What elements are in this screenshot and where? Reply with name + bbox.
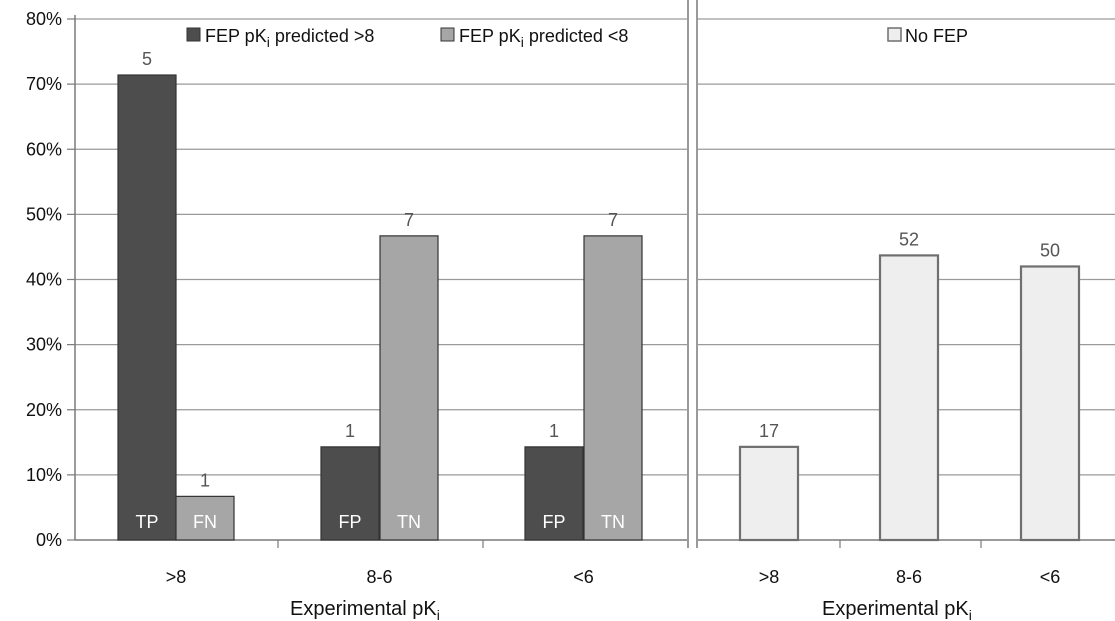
bar bbox=[379, 235, 439, 541]
bars bbox=[117, 74, 1081, 542]
bar bbox=[583, 235, 643, 541]
bar-inside-label: FN bbox=[193, 512, 217, 532]
legend: FEP pKi predicted >8 FEP pKi predicted <8… bbox=[186, 26, 968, 50]
bar-inside-label: TN bbox=[601, 512, 625, 532]
y-tick-label: 40% bbox=[26, 270, 62, 290]
y-tick-label: 30% bbox=[26, 335, 62, 355]
x-axis-title: Experimental pKi bbox=[290, 598, 440, 621]
legend-label: FEP pKi predicted <8 bbox=[459, 26, 628, 50]
x-tick-label: 8-6 bbox=[896, 567, 922, 587]
data-label: 1 bbox=[200, 470, 210, 490]
bar-inside-label: TP bbox=[135, 512, 158, 532]
bar bbox=[878, 254, 940, 542]
y-tick-label: 0% bbox=[36, 530, 62, 550]
legend-swatch bbox=[887, 27, 902, 42]
bar-inside-label: FP bbox=[338, 512, 361, 532]
data-label: 50 bbox=[1040, 240, 1060, 260]
legend-label: No FEP bbox=[905, 26, 968, 46]
legend-label: FEP pKi predicted >8 bbox=[205, 26, 374, 50]
data-label: 1 bbox=[345, 421, 355, 441]
bar bbox=[524, 446, 584, 541]
legend-swatch bbox=[440, 27, 455, 42]
bar bbox=[1019, 265, 1081, 542]
data-label: 5 bbox=[142, 49, 152, 69]
y-tick-label: 20% bbox=[26, 400, 62, 420]
y-tick-label: 10% bbox=[26, 465, 62, 485]
bar bbox=[320, 446, 380, 541]
bar-inside-label: FP bbox=[542, 512, 565, 532]
x-tick-label: <6 bbox=[573, 567, 594, 587]
data-label: 7 bbox=[608, 210, 618, 230]
x-tick-label: <6 bbox=[1040, 567, 1061, 587]
x-tick-label: 8-6 bbox=[366, 567, 392, 587]
data-label: 1 bbox=[549, 421, 559, 441]
labels: 0% 10% 20% 30% 40% 50% 60% 70% 80% 5 TP 1 FP 1 FP 1 FN 7 T… bbox=[26, 9, 1060, 621]
y-tick-label: 60% bbox=[26, 139, 62, 159]
y-tick-label: 70% bbox=[26, 74, 62, 94]
bar-inside-label: TN bbox=[397, 512, 421, 532]
x-axis-title: Experimental pKi bbox=[822, 598, 972, 621]
bar bbox=[117, 74, 177, 541]
y-tick-label: 50% bbox=[26, 204, 62, 224]
bar bbox=[175, 495, 235, 541]
bar bbox=[738, 445, 800, 542]
y-tick-label: 80% bbox=[26, 9, 62, 29]
data-label: 52 bbox=[899, 229, 919, 249]
x-tick-label: >8 bbox=[759, 567, 780, 587]
data-label: 17 bbox=[759, 421, 779, 441]
legend-swatch bbox=[186, 27, 201, 42]
data-label: 7 bbox=[404, 210, 414, 230]
x-tick-label: >8 bbox=[166, 567, 187, 587]
